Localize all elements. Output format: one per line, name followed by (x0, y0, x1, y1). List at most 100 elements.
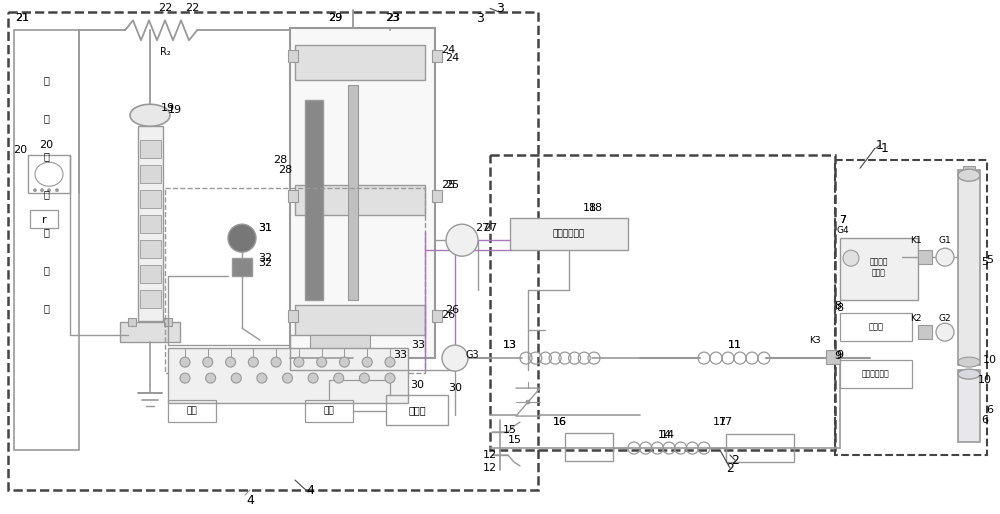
Text: 11: 11 (728, 340, 742, 350)
Text: 置: 置 (43, 303, 49, 313)
Bar (432, 310, 442, 322)
Bar (432, 190, 442, 202)
Circle shape (206, 373, 216, 383)
Bar (140, 240, 161, 258)
Text: 14: 14 (658, 430, 672, 440)
Text: 20: 20 (39, 140, 53, 150)
Text: 22: 22 (158, 3, 172, 13)
Bar (140, 165, 161, 183)
Text: 26: 26 (441, 310, 455, 320)
Text: 19: 19 (168, 105, 182, 115)
Circle shape (308, 373, 318, 383)
Circle shape (843, 250, 859, 266)
Text: K2: K2 (910, 314, 922, 323)
Bar (826, 350, 840, 364)
Bar (918, 250, 932, 264)
Circle shape (339, 357, 349, 367)
Bar (288, 50, 298, 62)
Text: R₂: R₂ (160, 47, 170, 57)
Text: 24: 24 (441, 45, 455, 56)
Circle shape (442, 345, 468, 371)
Text: 27: 27 (483, 223, 497, 233)
Text: 3: 3 (496, 2, 504, 15)
Bar (305, 100, 323, 300)
Bar (958, 370, 980, 442)
Text: 20: 20 (13, 145, 27, 155)
Bar (288, 190, 298, 202)
Text: 8: 8 (836, 303, 844, 313)
Bar (386, 395, 448, 425)
Text: 26: 26 (445, 305, 459, 315)
Bar (305, 400, 353, 422)
Bar (140, 265, 161, 283)
Circle shape (271, 357, 281, 367)
Circle shape (48, 189, 50, 192)
Circle shape (180, 357, 190, 367)
Text: 31: 31 (258, 223, 272, 233)
Text: 5: 5 (982, 257, 988, 267)
Text: 13: 13 (503, 340, 517, 350)
Text: 24: 24 (445, 53, 459, 63)
Circle shape (317, 357, 327, 367)
Text: 15: 15 (508, 435, 522, 445)
Circle shape (257, 373, 267, 383)
Text: 1: 1 (876, 139, 884, 152)
Text: 30: 30 (448, 383, 462, 393)
Text: 温度控制系统: 温度控制系统 (553, 230, 585, 238)
Text: 16: 16 (553, 417, 567, 427)
Text: 30: 30 (410, 380, 424, 390)
Circle shape (385, 373, 395, 383)
Bar (565, 433, 613, 461)
Text: 28: 28 (278, 165, 292, 175)
Circle shape (203, 357, 213, 367)
Text: 4: 4 (306, 484, 314, 497)
Bar (726, 434, 794, 462)
Text: 32: 32 (258, 253, 272, 263)
Text: 31: 31 (258, 223, 272, 233)
Text: 33: 33 (393, 350, 407, 360)
Circle shape (40, 189, 44, 192)
Text: 9: 9 (836, 350, 844, 360)
Text: 18: 18 (589, 203, 603, 213)
Text: 真空泵: 真空泵 (868, 323, 884, 332)
Text: 17: 17 (713, 417, 727, 427)
Text: G1: G1 (939, 236, 951, 245)
Bar (232, 258, 252, 276)
Bar (295, 185, 425, 215)
Text: 12: 12 (483, 450, 497, 460)
Text: 28: 28 (273, 155, 287, 165)
Text: G2: G2 (939, 314, 951, 323)
Text: 19: 19 (161, 103, 175, 113)
Bar (840, 238, 918, 300)
Ellipse shape (958, 369, 980, 379)
Bar (840, 360, 912, 388)
Text: 10: 10 (978, 375, 992, 385)
Circle shape (385, 357, 395, 367)
Bar (835, 160, 987, 455)
Text: 混合气体: 混合气体 (870, 258, 888, 267)
Bar (958, 170, 980, 365)
Text: 6: 6 (982, 415, 988, 425)
Bar (310, 335, 370, 353)
Text: 1: 1 (881, 142, 889, 155)
Text: 2: 2 (726, 462, 734, 474)
Text: 12: 12 (483, 463, 497, 473)
Bar (120, 322, 180, 342)
Text: 串口: 串口 (187, 407, 197, 415)
Text: 11: 11 (728, 340, 742, 350)
Text: 17: 17 (719, 417, 733, 427)
Circle shape (231, 373, 241, 383)
Ellipse shape (130, 104, 170, 126)
Bar (140, 215, 161, 233)
Circle shape (226, 357, 236, 367)
Bar (288, 310, 298, 322)
Ellipse shape (958, 357, 980, 367)
Ellipse shape (958, 169, 980, 181)
Text: 储气罐: 储气罐 (872, 269, 886, 278)
Bar (348, 85, 358, 300)
Text: 27: 27 (475, 223, 489, 233)
Bar (28, 155, 70, 193)
Text: 25: 25 (445, 180, 459, 190)
Bar (432, 50, 442, 62)
Text: K1: K1 (910, 236, 922, 245)
